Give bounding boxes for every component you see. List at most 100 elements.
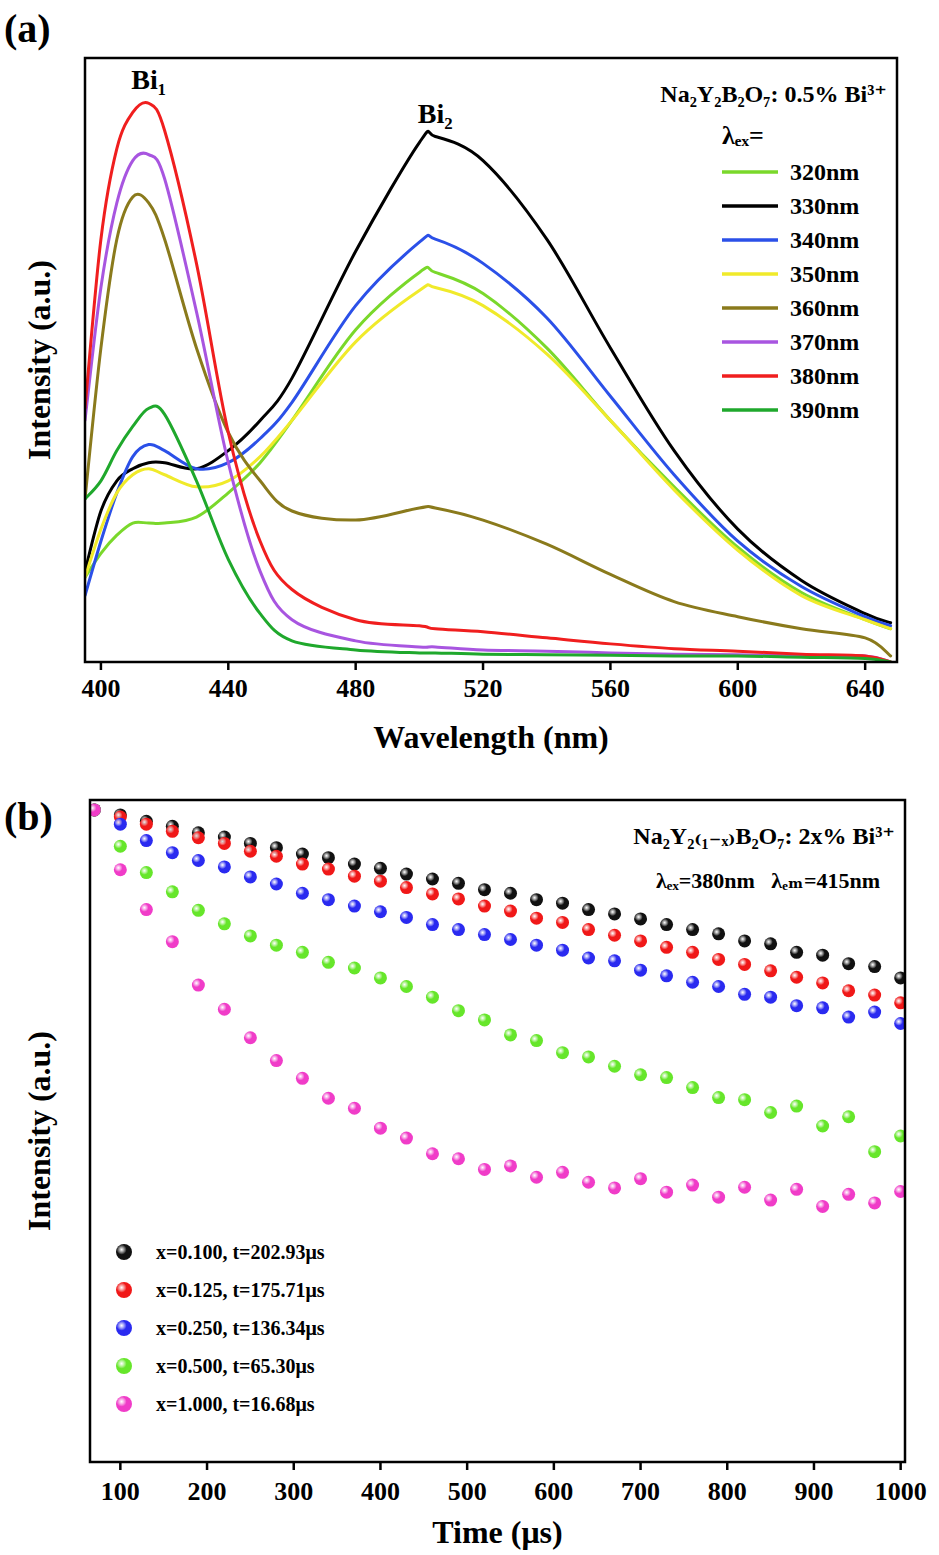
legend-swatch [116,1396,132,1412]
data-point [270,1054,283,1067]
data-point [452,1004,465,1017]
legend-swatch [116,1282,132,1298]
data-point [504,933,517,946]
legend-label: x=0.500, t=65.30μs [156,1355,315,1378]
series-line [85,267,891,629]
data-point [504,905,517,918]
x-tick-label: 600 [534,1477,573,1506]
data-point [114,818,127,831]
data-point [426,887,439,900]
data-point [530,1171,543,1184]
x-tick [379,1462,382,1470]
data-point [426,918,439,931]
legend-swatch [722,408,778,412]
data-point [894,996,905,1009]
plot-area [90,803,905,1212]
data-point [166,935,179,948]
legend-swatch [722,340,778,344]
data-point [608,954,621,967]
legend-label: x=0.100, t=202.93μs [156,1241,325,1264]
data-point [166,825,179,838]
data-point [270,939,283,952]
data-point [322,893,335,906]
x-tick [227,662,230,670]
data-point [738,958,751,971]
series-line [85,194,891,656]
data-point [530,1034,543,1047]
legend-label: 380nm [790,363,859,389]
x-tick [726,1462,729,1470]
data-point [348,870,361,883]
data-point [790,1100,803,1113]
data-point [582,1050,595,1063]
data-point [504,1028,517,1041]
legend-swatch [722,306,778,310]
plot-frame [85,58,897,662]
data-point [452,877,465,890]
data-point [738,1093,751,1106]
data-point [90,803,101,816]
data-point [296,946,309,959]
data-point [868,989,881,1002]
data-point [114,840,127,853]
series-line [85,406,891,662]
data-point [452,892,465,905]
x-tick [482,662,485,670]
x-tick [354,662,357,670]
data-point [712,927,725,940]
data-point [244,845,257,858]
legend-label: 370nm [790,329,859,355]
x-tick [206,1462,209,1470]
data-point [374,862,387,875]
data-point [90,803,101,816]
data-point [842,1110,855,1123]
data-point [322,956,335,969]
x-tick-label: 900 [794,1477,833,1506]
x-tick-label: 400 [361,1477,400,1506]
data-point [556,944,569,957]
x-tick-label: 600 [718,674,757,703]
x-tick [609,662,612,670]
x-tick-label: 100 [101,1477,140,1506]
x-tick-label: 560 [591,674,630,703]
data-point [868,1145,881,1158]
data-point [764,1106,777,1119]
legend-swatch [116,1358,132,1374]
data-point [634,934,647,947]
legend-label: 320nm [790,159,859,185]
data-point [400,881,413,894]
panel: 400440480520560600640(a)Wavelength (nm)I… [4,6,897,755]
plot-area [85,102,891,662]
data-point [634,964,647,977]
data-point [270,850,283,863]
legend-swatch [722,170,778,174]
data-point [868,1006,881,1019]
data-point [218,917,231,930]
data-point [218,837,231,850]
data-point [842,984,855,997]
data-point [322,863,335,876]
data-point [608,907,621,920]
data-point [582,1176,595,1189]
x-tick [466,1462,469,1470]
data-point [348,1102,361,1115]
data-point [192,854,205,867]
data-point [140,903,153,916]
series-line [85,102,891,662]
legend-swatch [722,204,778,208]
data-point [764,991,777,1004]
data-point [738,934,751,947]
data-point [712,980,725,993]
data-point [764,964,777,977]
x-tick-label: 1000 [875,1477,927,1506]
legend-swatch [722,272,778,276]
annotation: Bi₂ [418,98,453,129]
data-point [868,960,881,973]
data-point [712,953,725,966]
chart-root: 400440480520560600640(a)Wavelength (nm)I… [0,0,939,1555]
data-point [90,803,101,816]
data-point [296,1072,309,1085]
data-point [894,1017,905,1030]
data-point [634,1068,647,1081]
data-point [478,883,491,896]
